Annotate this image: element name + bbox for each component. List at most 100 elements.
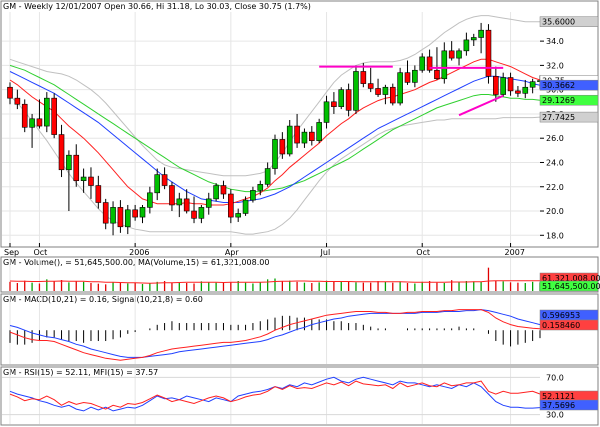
rsi-panel-frame [0,366,599,426]
candle-body [389,86,396,104]
candle-body [44,97,50,127]
volume-badge-text: 51,645,500.00 [542,282,600,291]
bollinger-lower-line [9,95,541,235]
candle-body [235,213,241,218]
candle-body [102,202,109,224]
candle-body [448,50,455,59]
rsi-badge-box [539,399,599,411]
candle-body [139,207,146,218]
volume-panel-frame [0,256,599,293]
candle-body [213,185,219,200]
candle-body [419,56,426,71]
candle-body [257,184,264,191]
volume-badge-text: 61,321,008.00 [542,274,600,283]
rsi-badge-text: 52.1121 [542,392,575,401]
rsi-grid [2,368,540,424]
macd-signal-line [9,309,541,358]
candle-body [301,131,308,144]
macd-panel-title: GM - MACD(10,21) = 0.16, Signal(10,21,8)… [3,295,203,304]
macd-panel: GM - MACD(10,21) = 0.16, Signal(10,21,8)… [0,293,599,366]
x-tick-label: 2006 [129,248,149,257]
price-panel-frame [0,0,599,248]
price-tick-label: 22.0 [546,183,564,192]
candle-body [360,71,367,84]
candle-body [29,118,35,128]
rsi-line [9,380,541,410]
candle-body [309,131,315,141]
rsi-y-axis: 70.0 30.0 [546,373,564,419]
candle-body [66,154,72,171]
volume-ma-line [9,280,540,284]
candle-body [161,174,168,186]
ma-10-line [9,58,541,206]
candle-body [272,139,278,169]
candle-body [456,50,462,59]
candle-body [367,83,374,89]
price-badge-text: 27.7425 [542,113,575,122]
candle-body [493,76,499,95]
volume-panel: GM - Volume(), = 51,645,500.00, MA(Volum… [0,256,600,293]
candle-body [412,69,418,83]
volume-ma-line [9,280,540,284]
rsi-panel: GM - RSI(15) = 52.11, MFI(15) = 37.57 70… [0,366,599,426]
candle-body [205,198,212,208]
price-badge-box [539,16,599,27]
candle-body [404,72,411,83]
candle-body [345,89,352,111]
macd-badge-text: 0.158460 [542,321,580,330]
price-tick-label: 20.0 [546,207,564,216]
price-grid [2,12,540,246]
candle-body [220,185,227,195]
candle-body [51,97,57,135]
price-tick-label: 34.0 [546,37,564,46]
price-tick-label: 32.0 [546,61,564,70]
candle-body [176,198,183,206]
price-badge-text: 30.3662 [542,81,575,90]
x-tick-label: Oct [416,248,430,257]
candle-body [316,122,322,141]
x-tick-label: Sep [4,248,19,257]
candle-body [485,29,492,77]
volume-bars [9,267,541,291]
candle-body [500,77,506,95]
candle-body [338,89,345,107]
candle-body [191,210,197,219]
candle-body [95,185,102,203]
candle-body [58,134,65,171]
price-tick-label: 26.0 [546,134,564,143]
trendlines [319,65,504,117]
macd-lines [9,309,541,361]
macd-badge-text: 0.596953 [542,311,580,320]
candle-body [264,168,271,185]
candle-body [323,101,330,123]
candle-body [294,125,300,144]
candle-body [434,69,440,80]
price-panel-title: GM - Weekly 12/01/2007 Open 30.66, Hi 31… [3,2,311,11]
candle-body [441,50,448,80]
macd-panel-frame [0,293,599,366]
price-tick-label: 24.0 [546,158,564,167]
candle-body [397,72,403,104]
candle-body [279,139,286,155]
rsi-tick-label: 30.0 [546,411,564,420]
rsi-mfi-lines [9,376,541,412]
candle-body [124,209,131,228]
candle-body [36,118,43,127]
rsi-panel-title: GM - RSI(15) = 52.11, MFI(15) = 37.57 [3,368,158,377]
x-tick-label: Apr [225,248,240,257]
volume-badge-box [539,280,599,292]
ma-20-line [9,71,541,203]
x-tick-label: Oct [33,248,47,257]
moving-averages [9,58,541,206]
candle-body [515,90,521,94]
candle-body [88,176,94,186]
candle-body [286,125,293,155]
candle-body [353,71,359,111]
candle-body [463,39,470,52]
candle-body [183,198,190,212]
